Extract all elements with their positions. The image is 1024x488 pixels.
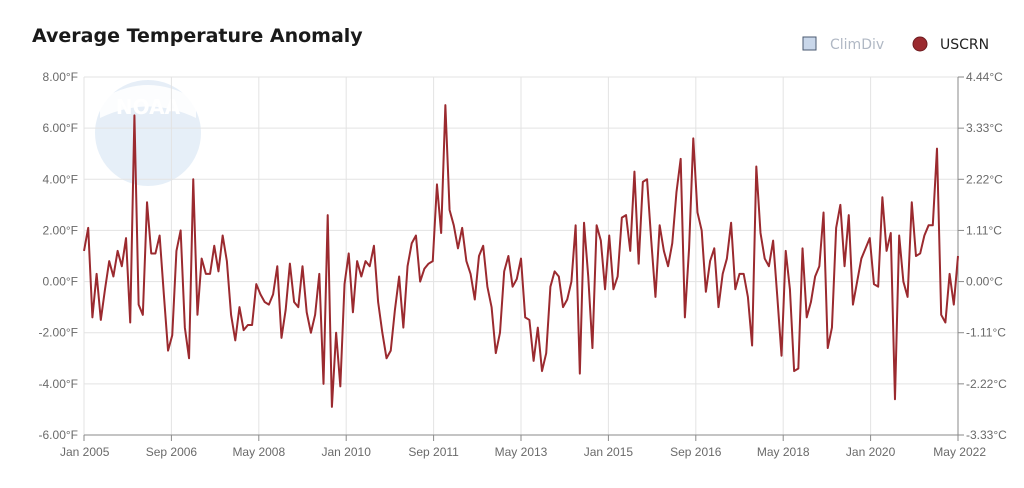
y-right-tick-label: -1.11°C xyxy=(966,326,1006,340)
watermark-text: NOAA xyxy=(116,95,181,119)
y-left-tick-label: -2.00°F xyxy=(39,326,78,340)
y-axis-left-ticks: 8.00°F 6.00°F 4.00°F 2.00°F 0.00°F -2.00°F -4.… xyxy=(39,70,78,442)
series-line-uscrn xyxy=(83,104,959,408)
y-left-tick-label: 2.00°F xyxy=(43,223,78,237)
x-tick-label: Jan 2005 xyxy=(60,445,110,459)
y-left-tick-label: 8.00°F xyxy=(43,70,78,84)
x-tick-label: May 2018 xyxy=(757,445,810,459)
legend: ClimDiv USCRN xyxy=(802,36,989,53)
legend-marker-square xyxy=(802,36,817,51)
y-right-tick-label: -3.33°C xyxy=(966,428,1007,442)
y-right-tick-label: 0.00°C xyxy=(966,275,1003,289)
x-tick-label: May 2022 xyxy=(933,445,986,459)
y-left-tick-label: -6.00°F xyxy=(39,428,78,442)
series-group xyxy=(83,104,959,408)
x-tick-label: Sep 2016 xyxy=(670,445,722,459)
y-left-tick-label: 6.00°F xyxy=(43,121,78,135)
x-tick-label: May 2008 xyxy=(232,445,285,459)
x-tick-label: Jan 2020 xyxy=(846,445,896,459)
legend-label: USCRN xyxy=(940,37,989,53)
chart-title: Average Temperature Anomaly xyxy=(32,25,363,47)
x-axis-ticks: Jan 2005 Sep 2006 May 2008 Jan 2010 Sep 2011… xyxy=(60,445,986,459)
noaa-logo-watermark: NOAA xyxy=(95,80,201,186)
y-axis-right-ticks: 4.44°C 3.33°C 2.22°C 1.11°C 0.00°C -1.11°C -2.… xyxy=(966,70,1007,442)
legend-item-uscrn[interactable]: USCRN xyxy=(912,36,989,53)
x-tick-label: Sep 2011 xyxy=(408,445,459,459)
x-tick-label: Jan 2015 xyxy=(584,445,634,459)
y-right-tick-label: -2.22°C xyxy=(966,377,1007,391)
y-left-tick-label: -4.00°F xyxy=(39,377,78,391)
legend-label: ClimDiv xyxy=(830,37,884,53)
x-tick-label: Sep 2006 xyxy=(146,445,198,459)
legend-item-climdiv[interactable]: ClimDiv xyxy=(802,36,884,53)
y-left-tick-label: 4.00°F xyxy=(43,172,78,186)
x-tick-label: Jan 2010 xyxy=(322,445,372,459)
y-right-tick-label: 4.44°C xyxy=(966,70,1003,84)
y-right-tick-label: 3.33°C xyxy=(966,121,1003,135)
y-right-tick-label: 1.11°C xyxy=(966,223,1002,237)
x-tick-label: May 2013 xyxy=(495,445,548,459)
grid-lines xyxy=(83,76,959,436)
legend-marker-circle xyxy=(912,36,928,52)
y-left-tick-label: 0.00°F xyxy=(43,275,78,289)
y-right-tick-label: 2.22°C xyxy=(966,172,1003,186)
